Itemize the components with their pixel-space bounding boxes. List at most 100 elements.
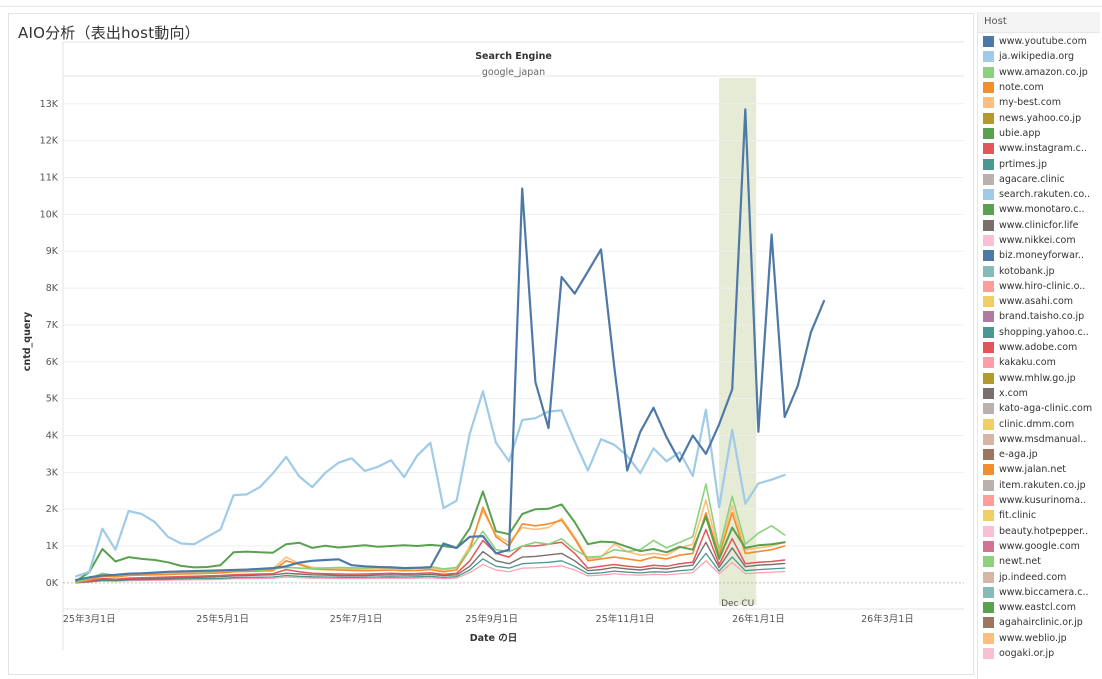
series-line-www-instagram-c-[interactable]: www.instagram.c.. bbox=[75, 528, 786, 584]
legend-item[interactable]: www.msdmanual.. bbox=[978, 432, 1100, 447]
legend-swatch bbox=[983, 602, 994, 614]
legend-item[interactable]: oogaki.or.jp bbox=[978, 646, 1100, 661]
legend-list[interactable]: www.youtube.com ja.wikipedia.org www.amazo… bbox=[978, 34, 1100, 661]
legend-label: x.com bbox=[999, 387, 1028, 399]
y-tick-label: 5K bbox=[46, 394, 59, 405]
series-line-ja-wikipedia-org[interactable]: ja.wikipedia.org bbox=[74, 390, 786, 578]
legend-item[interactable]: news.yahoo.co.jp bbox=[978, 110, 1100, 125]
series-line-www-clinicfor-life[interactable]: www.clinicfor.life bbox=[75, 541, 786, 584]
legend-swatch bbox=[983, 510, 994, 522]
legend-swatch bbox=[983, 127, 994, 139]
legend-label: fit.clinic bbox=[999, 510, 1037, 522]
legend-item[interactable]: agacare.clinic bbox=[978, 172, 1100, 187]
legend-swatch bbox=[983, 433, 994, 445]
legend-panel[interactable]: Host www.youtube.com ja.wikipedia.org www.… bbox=[977, 12, 1100, 679]
legend-label: www.msdmanual.. bbox=[999, 433, 1087, 445]
legend-label: agahairclinic.or.jp bbox=[999, 617, 1083, 629]
series-line-prtimes-jp[interactable]: prtimes.jp bbox=[75, 552, 786, 584]
legend-swatch bbox=[983, 326, 994, 338]
legend-item[interactable]: my-best.com bbox=[978, 95, 1100, 110]
legend-item[interactable]: www.google.com bbox=[978, 539, 1100, 554]
legend-swatch bbox=[983, 250, 994, 262]
legend-item[interactable]: kato-aga-clinic.com bbox=[978, 401, 1100, 416]
legend-label: kato-aga-clinic.com bbox=[999, 403, 1093, 415]
annotation-label: Dec CU bbox=[721, 599, 754, 609]
legend-item[interactable]: www.mhlw.go.jp bbox=[978, 371, 1100, 386]
legend-item[interactable]: www.nikkei.com bbox=[978, 233, 1100, 248]
legend-swatch bbox=[983, 403, 994, 415]
series-line-www-youtube-com[interactable]: www.youtube.com bbox=[74, 108, 826, 582]
legend-item[interactable]: agahairclinic.or.jp bbox=[978, 615, 1100, 630]
legend-item[interactable]: www.instagram.c.. bbox=[978, 141, 1100, 156]
legend-item[interactable]: fit.clinic bbox=[978, 508, 1100, 523]
legend-item[interactable]: www.adobe.com bbox=[978, 340, 1100, 355]
legend-item[interactable]: clinic.dmm.com bbox=[978, 416, 1100, 431]
series-line-www-jalan-net[interactable]: www.jalan.net bbox=[75, 506, 786, 584]
legend-item[interactable]: beauty.hotpepper.. bbox=[978, 524, 1100, 539]
legend-item[interactable]: www.biccamera.c.. bbox=[978, 585, 1100, 600]
y-tick-label: 9K bbox=[46, 246, 59, 257]
legend-item[interactable]: e-aga.jp bbox=[978, 447, 1100, 462]
legend-label: www.jalan.net bbox=[999, 464, 1067, 476]
legend-item[interactable]: ubie.app bbox=[978, 126, 1100, 141]
legend-item[interactable]: search.rakuten.co.. bbox=[978, 187, 1100, 202]
legend-item[interactable]: newt.net bbox=[978, 554, 1100, 569]
legend-label: www.nikkei.com bbox=[999, 235, 1076, 246]
legend-item[interactable]: www.amazon.co.jp bbox=[978, 65, 1100, 80]
y-tick-label: 4K bbox=[46, 430, 59, 441]
legend-label: www.asahi.com bbox=[999, 296, 1074, 308]
legend-item[interactable]: www.weblio.jp bbox=[978, 631, 1100, 646]
legend-label: kotobank.jp bbox=[999, 265, 1055, 277]
legend-label: www.mhlw.go.jp bbox=[999, 372, 1076, 384]
legend-swatch bbox=[983, 143, 994, 155]
legend-swatch bbox=[983, 51, 994, 63]
legend-item[interactable]: www.hiro-clinic.o.. bbox=[978, 279, 1100, 294]
x-axis-label: Date の日 bbox=[470, 633, 518, 644]
legend-item[interactable]: prtimes.jp bbox=[978, 156, 1100, 171]
legend-label: newt.net bbox=[999, 556, 1041, 568]
legend-item[interactable]: x.com bbox=[978, 386, 1100, 401]
legend-label: www.kusurinoma.. bbox=[999, 495, 1087, 507]
legend-swatch bbox=[983, 479, 994, 491]
line-chart[interactable]: Search Engine google_japan 0K 1K 2K 3K 4K 5K 6K 7… bbox=[0, 0, 975, 679]
legend-item[interactable]: ja.wikipedia.org bbox=[978, 49, 1100, 64]
legend-item[interactable]: biz.moneyforwar.. bbox=[978, 248, 1100, 263]
legend-label: ubie.app bbox=[999, 127, 1041, 139]
x-tick-label: 25年9月1日 bbox=[465, 613, 518, 625]
series-line-www-monotaro-c-[interactable]: www.monotaro.c.. bbox=[75, 490, 786, 582]
legend-item[interactable]: www.eastcl.com bbox=[978, 600, 1100, 615]
legend-label: www.google.com bbox=[999, 540, 1080, 552]
legend-swatch bbox=[983, 586, 994, 598]
legend-item[interactable]: jp.indeed.com bbox=[978, 569, 1100, 584]
legend-item[interactable]: www.jalan.net bbox=[978, 462, 1100, 477]
legend-item[interactable]: www.clinicfor.life bbox=[978, 218, 1100, 233]
legend-label: beauty.hotpepper.. bbox=[999, 525, 1089, 537]
legend-item[interactable]: www.youtube.com bbox=[978, 34, 1100, 49]
legend-item[interactable]: item.rakuten.co.jp bbox=[978, 478, 1100, 493]
legend-item[interactable]: www.monotaro.c.. bbox=[978, 202, 1100, 217]
x-tick-label: 26年1月1日 bbox=[732, 613, 785, 625]
y-tick-label: 6K bbox=[46, 357, 59, 368]
legend-item[interactable]: note.com bbox=[978, 80, 1100, 95]
legend-swatch bbox=[983, 311, 994, 323]
legend-swatch bbox=[983, 204, 994, 216]
legend-swatch bbox=[983, 449, 994, 461]
legend-label: ja.wikipedia.org bbox=[999, 51, 1074, 63]
legend-item[interactable]: www.asahi.com bbox=[978, 294, 1100, 309]
series-line-www-nikkei-com[interactable]: www.nikkei.com bbox=[75, 560, 786, 584]
legend-item[interactable]: shopping.yahoo.c.. bbox=[978, 325, 1100, 340]
legend-label: www.youtube.com bbox=[999, 36, 1087, 48]
page-title: AIO分析（表出host動向） bbox=[18, 24, 200, 42]
legend-swatch bbox=[983, 525, 994, 537]
legend-label: www.weblio.jp bbox=[999, 632, 1067, 644]
legend-item[interactable]: kotobank.jp bbox=[978, 263, 1100, 278]
legend-swatch bbox=[983, 265, 994, 277]
legend-label: www.instagram.c.. bbox=[999, 143, 1087, 155]
legend-item[interactable]: kakaku.com bbox=[978, 355, 1100, 370]
legend-item[interactable]: brand.taisho.co.jp bbox=[978, 309, 1100, 324]
x-tick-label: 25年5月1日 bbox=[196, 613, 249, 625]
y-tick-label: 13K bbox=[40, 99, 59, 110]
legend-item[interactable]: www.kusurinoma.. bbox=[978, 493, 1100, 508]
legend-swatch bbox=[983, 36, 994, 48]
legend-swatch bbox=[983, 648, 994, 660]
